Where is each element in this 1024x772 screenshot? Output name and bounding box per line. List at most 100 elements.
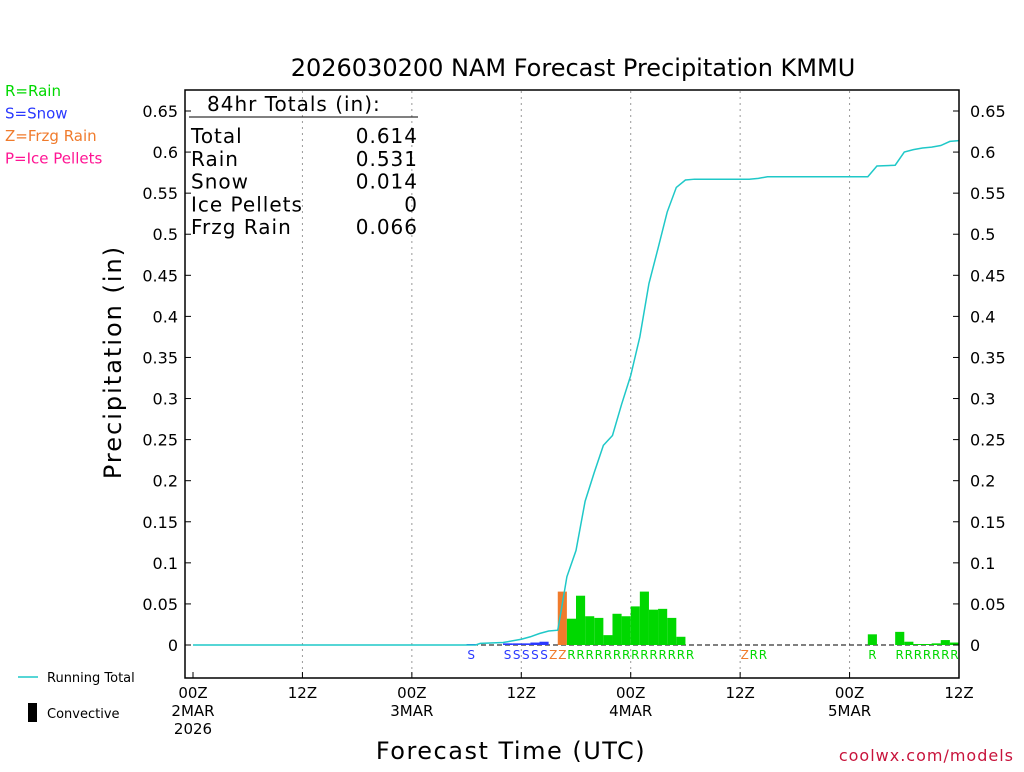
precip-bar [895,631,905,645]
chart-title: 2026030200 NAM Forecast Precipitation KM… [291,54,856,82]
totals-rows: Total 0.614 Rain 0.531 Snow 0.014 Ice Pellets 0… [190,124,418,239]
precip-type-label: S [540,648,548,662]
precip-bar [676,636,686,645]
precip-bar [530,642,540,645]
legend-entry: S=Snow [5,105,68,123]
y-tick-label-left: 0.1 [153,554,178,573]
y-tick-label-left: 0.4 [153,307,178,326]
totals-row-value: 0.531 [356,147,418,171]
precip-type-label: R [941,648,949,662]
y-tick-label-left: 0.35 [142,348,178,367]
precip-type-label: S [467,648,475,662]
y-tick-label-right: 0.05 [970,595,1006,614]
precip-type-label: R [631,648,639,662]
y-tick-label-right: 0.5 [970,225,995,244]
precip-type-label: R [932,648,940,662]
precip-type-label: R [914,648,922,662]
x-tick-label: 12Z [725,684,754,702]
x-tick-label: 00Z [397,684,426,702]
precip-type-label: R [576,648,584,662]
precip-type-label: R [586,648,594,662]
precip-type-label: R [658,648,666,662]
credit-text: coolwx.com/models [839,746,1014,765]
precip-bar [867,634,877,645]
precip-type-label: R [750,648,758,662]
y-tick-label-right: 0.45 [970,266,1006,285]
y-tick-label-right: 0.15 [970,513,1006,532]
precip-bar [658,608,668,645]
precip-bar [630,606,640,645]
totals-row-label: Ice Pellets [191,192,303,216]
y-tick-label-left: 0.45 [142,266,178,285]
y-tick-label-left: 0.3 [153,390,178,409]
y-axis-ticks: 0 0 0.05 0.05 0.1 0.1 0.15 0.15 0.2 0.2 0.25 0.25 0.… [142,102,1005,655]
y-tick-label-left: 0.6 [153,143,178,162]
bottom-legend: Running Total Convective [18,671,135,722]
y-tick-label-right: 0.1 [970,554,995,573]
precip-type-label: R [595,648,603,662]
precip-bar [557,591,567,645]
running-total-layer [193,139,960,646]
totals-heading: 84hr Totals (in): [207,92,381,116]
precip-bar [667,617,677,645]
precip-bar [949,642,959,645]
precip-bar [612,613,622,645]
x-tick-label: 4MAR [609,702,652,720]
precip-bar [594,617,604,645]
y-tick-label-right: 0.2 [970,472,995,491]
precip-type-label: S [522,648,530,662]
precip-type-label: R [649,648,657,662]
precip-bar [931,643,941,645]
y-axis-label: Precipitation (in) [99,245,127,479]
totals-row-value: 0 [404,192,418,216]
running-total-line [193,139,960,646]
precip-type-label: Z [558,648,566,662]
y-tick-label-right: 0.35 [970,348,1006,367]
precip-bar [512,643,522,645]
x-tick-label: 00Z [616,684,645,702]
legend-entry: R=Rain [5,82,61,100]
precip-type-label: Z [741,648,749,662]
y-tick-label-right: 0.4 [970,307,995,326]
totals-row-value: 0.614 [356,124,418,148]
x-tick-label: 2MAR [171,702,214,720]
precip-bar [639,591,649,645]
precip-type-label: R [622,648,630,662]
legend-entry: Z=Frzg Rain [5,127,97,145]
precip-bar [603,635,613,645]
precip-type-label: S [513,648,521,662]
precip-bar [585,616,595,645]
y-tick-label-left: 0.65 [142,102,178,121]
precip-bar [539,641,549,645]
precip-type-label: R [668,648,676,662]
x-tick-label: 12Z [288,684,317,702]
precip-type-label: R [896,648,904,662]
totals-row-value: 0.066 [356,215,418,239]
precip-type-label: R [905,648,913,662]
precip-bar [576,595,586,645]
precip-bar [913,644,923,645]
x-tick-label: 00Z [178,684,207,702]
precip-type-label: R [613,648,621,662]
precip-bar [566,618,576,645]
y-tick-label-left: 0 [168,636,178,655]
precip-type-label: R [686,648,694,662]
y-tick-label-left: 0.15 [142,513,178,532]
plot-frame [184,89,960,679]
precip-type-label: R [868,648,876,662]
y-tick-label-left: 0.55 [142,184,178,203]
precip-type-label: R [640,648,648,662]
convective-legend-label: Convective [47,707,120,722]
y-tick-label-right: 0.25 [970,431,1006,450]
grid-lines [193,91,959,677]
precip-type-label: S [531,648,539,662]
precip-bar [503,643,513,645]
running-total-legend-label: Running Total [47,671,135,686]
precip-type-label: Z [549,648,557,662]
precip-bar [922,644,932,645]
precip-type-label: R [567,648,575,662]
y-tick-label-left: 0.25 [142,431,178,450]
precip-bar [621,616,631,645]
